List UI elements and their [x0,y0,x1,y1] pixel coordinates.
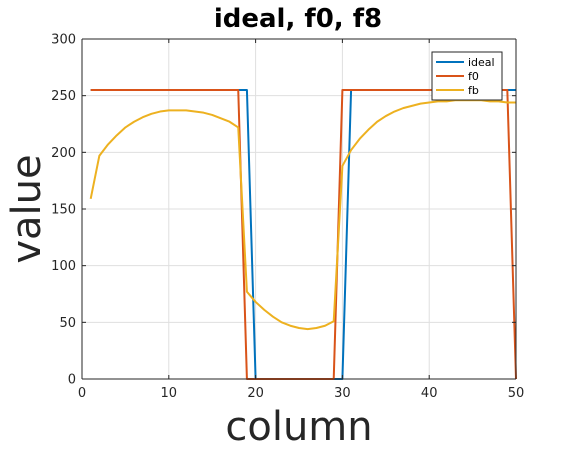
x-tick-label: 10 [161,386,178,401]
y-tick-label: 250 [51,89,76,104]
y-tick-label: 50 [59,316,76,331]
legend-label-ideal: ideal [468,56,495,69]
x-tick-label: 30 [334,386,351,401]
x-tick-label: 0 [78,386,86,401]
series-line-fb [89,99,516,331]
x-axis-label: column [225,404,372,450]
y-tick-label: 0 [68,373,76,388]
axes [81,38,517,380]
x-tick-label: 20 [247,386,264,401]
y-tick-label: 150 [51,203,76,218]
y-tick-label: 200 [51,146,76,161]
chart-title: ideal, f0, f8 [214,4,382,34]
legend-label-f0: f0 [468,70,479,83]
y-tick-label: 300 [51,33,76,48]
y-tick-label: 100 [51,259,76,274]
legend-label-fb: fb [468,84,479,97]
tick-labels: 0 10 20 30 40 50 0 50 100 150 200 250 300 [51,33,524,402]
y-axis-label: value [4,154,50,263]
x-tick-label: 50 [508,386,525,401]
x-tick-label: 40 [421,386,438,401]
